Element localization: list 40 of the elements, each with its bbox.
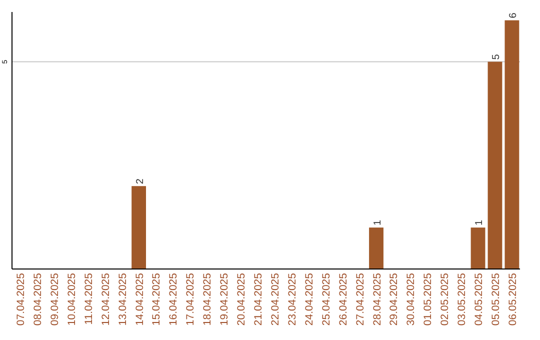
x-tick-label: 03.05.2025 xyxy=(456,272,468,326)
x-tick-label: 06.05.2025 xyxy=(506,272,519,326)
x-tick-label: 08.04.2025 xyxy=(32,272,44,326)
bar xyxy=(132,186,146,269)
x-tick-label: 18.04.2025 xyxy=(202,272,214,326)
x-tick-label: 01.05.2025 xyxy=(422,272,434,326)
x-tick-label: 23.04.2025 xyxy=(286,272,298,326)
x-tick-label: 05.05.2025 xyxy=(490,272,502,326)
x-tick-label: 20.04.2025 xyxy=(236,272,248,326)
x-tick-label: 29.04.2025 xyxy=(388,272,400,326)
x-tick-label: 28.04.2025 xyxy=(371,272,384,326)
x-tick-label: 27.04.2025 xyxy=(354,272,366,326)
x-tick-label: 11.04.2025 xyxy=(82,272,95,325)
x-tick-label: 12.04.2025 xyxy=(100,272,112,326)
x-tick-label: 17.04.2025 xyxy=(184,272,197,326)
x-tick-label: 13.04.2025 xyxy=(116,272,129,326)
data-label: 6 xyxy=(508,12,519,18)
x-tick-label: 07.04.2025 xyxy=(15,272,28,326)
data-label: 1 xyxy=(372,220,384,226)
x-tick-label: 10.04.2025 xyxy=(66,272,78,326)
bar xyxy=(369,228,384,269)
x-tick-label: 24.04.2025 xyxy=(303,272,316,326)
bar xyxy=(488,62,502,269)
x-tick-label: 30.04.2025 xyxy=(405,272,418,326)
x-tick-label: 25.04.2025 xyxy=(320,272,332,326)
data-label: 1 xyxy=(474,220,486,226)
bar xyxy=(470,228,486,269)
data-label: 2 xyxy=(134,178,146,184)
x-tick-label: 22.04.2025 xyxy=(269,272,282,326)
x-tick-label: 09.04.2025 xyxy=(48,272,61,326)
x-tick-label: 26.04.2025 xyxy=(337,272,350,326)
data-label: 5 xyxy=(490,54,502,60)
x-tick-label: 04.05.2025 xyxy=(473,272,486,326)
bar xyxy=(504,20,520,269)
x-tick-label: 14.04.2025 xyxy=(134,272,146,326)
x-tick-label: 21.04.2025 xyxy=(252,272,265,326)
x-tick-label: 19.04.2025 xyxy=(218,272,231,326)
x-tick-label: 15.04.2025 xyxy=(150,272,163,326)
x-tick-label: 16.04.2025 xyxy=(168,272,180,326)
x-tick-label: 02.05.2025 xyxy=(439,272,452,326)
